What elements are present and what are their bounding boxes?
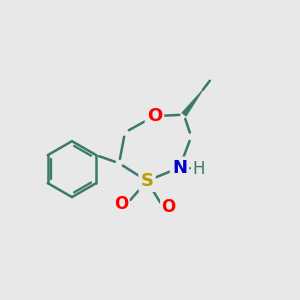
Polygon shape [182,89,203,116]
Text: N: N [172,159,187,177]
Text: H: H [192,160,205,178]
Text: S: S [141,172,154,190]
Text: O: O [114,196,128,214]
Text: O: O [161,198,176,216]
Text: O: O [147,107,162,125]
